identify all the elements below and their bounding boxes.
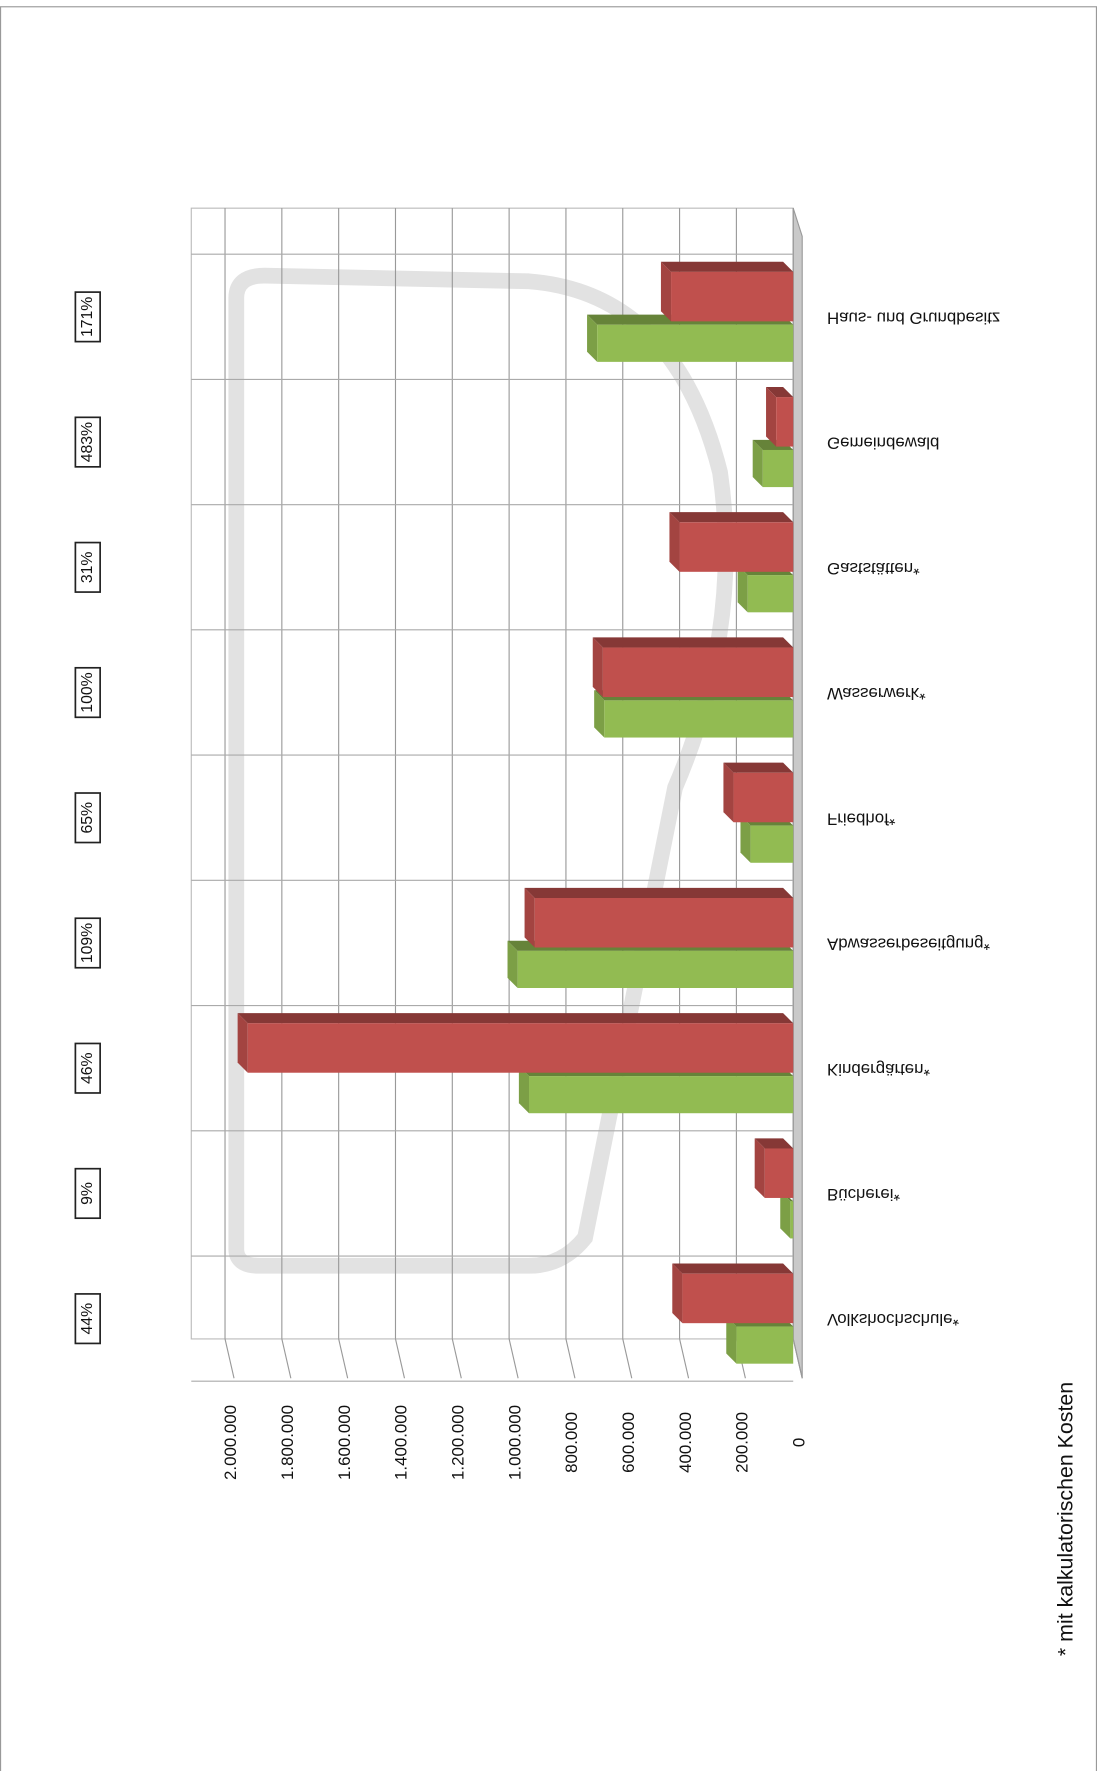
- grid-line: [508, 1338, 519, 1379]
- footnote: * mit kalkulatorischen Kosten: [1053, 1382, 1077, 1656]
- bar: [517, 950, 794, 988]
- y-tick-label: 800.000: [562, 1412, 581, 1473]
- bar-top: [723, 762, 794, 773]
- coverage-box: [74, 1167, 101, 1220]
- bar-top: [237, 1013, 794, 1024]
- coverage-label: 109%: [79, 923, 96, 963]
- x-tick-label: Bücherei*: [827, 1185, 901, 1204]
- x-tick-label: Gemeindewald: [827, 434, 939, 453]
- grid-line: [679, 1338, 690, 1379]
- y-tick-label: 2.000.000: [221, 1405, 240, 1480]
- bar: [733, 772, 794, 823]
- coverage-label: 44%: [79, 1303, 96, 1335]
- bar-top: [592, 637, 794, 648]
- bar-end: [660, 261, 672, 322]
- bar-top: [754, 1138, 794, 1149]
- bar-end: [594, 690, 605, 738]
- y-tick-label: 600.000: [619, 1412, 638, 1473]
- x-tick-label: Friedhof*: [827, 809, 896, 828]
- y-tick-label: 1.200.000: [449, 1405, 468, 1480]
- bar-end: [237, 1013, 248, 1073]
- coverage-label: 9%: [79, 1182, 96, 1205]
- x-tick-label: Gaststätten*: [827, 559, 920, 578]
- bar-end: [726, 1316, 737, 1364]
- bar-end: [780, 1191, 791, 1239]
- coverage-label: 31%: [79, 552, 96, 584]
- coverage-box: [74, 792, 101, 844]
- grid-line: [792, 1338, 803, 1379]
- grid-line: [451, 1338, 462, 1379]
- bar-end: [740, 815, 751, 863]
- bar-end: [524, 887, 535, 948]
- bar-top: [766, 386, 794, 398]
- bar: [764, 1148, 794, 1198]
- floor: [792, 208, 803, 1379]
- x-tick-label: Abwasserbeseitgung*: [827, 935, 991, 954]
- bar-end: [672, 1263, 683, 1324]
- bar-top: [524, 887, 794, 898]
- bar: [790, 1201, 794, 1239]
- grid-line: [224, 1338, 235, 1379]
- bar: [682, 1273, 794, 1324]
- bar: [736, 1326, 794, 1364]
- coverage-box: [74, 1042, 101, 1094]
- bar: [602, 647, 794, 698]
- bar-end: [766, 386, 777, 447]
- bar: [776, 397, 794, 447]
- coverage-box: [74, 541, 101, 593]
- grid-line: [622, 1338, 633, 1379]
- bar-end: [737, 565, 748, 613]
- bar-end: [507, 940, 518, 988]
- bar-top: [669, 512, 794, 523]
- y-tick-label: 0: [789, 1438, 808, 1447]
- bar: [597, 324, 794, 362]
- grid-line: [338, 1338, 349, 1379]
- x-tick-label: Kindergärten*: [827, 1060, 931, 1079]
- coverage-label: 483%: [79, 422, 96, 462]
- bar-end: [587, 314, 598, 362]
- y-tick-label: 400.000: [676, 1412, 695, 1473]
- plot: 0 200.000 400.000 600.000 800.000 1.000.000 1.…: [74, 207, 1000, 1480]
- grid-line: [565, 1338, 576, 1379]
- bar-top: [660, 261, 794, 272]
- bar: [747, 575, 794, 613]
- bar: [762, 449, 794, 488]
- bar-top: [672, 1263, 794, 1274]
- coverage-label: 46%: [79, 1052, 96, 1084]
- coverage-label: 65%: [79, 802, 96, 834]
- bar-end: [669, 512, 680, 572]
- bar: [247, 1023, 794, 1073]
- grid-line: [281, 1338, 292, 1379]
- coverage-label: 100%: [79, 672, 96, 712]
- bar: [529, 1076, 794, 1114]
- bar-end: [723, 762, 734, 823]
- bar: [604, 700, 794, 738]
- bar: [750, 825, 794, 863]
- bar: [534, 897, 794, 948]
- y-tick-label: 1.800.000: [278, 1405, 297, 1480]
- x-tick-label: Haus- und Grundbesitz: [827, 308, 1000, 327]
- coverage-label: 171%: [79, 297, 96, 337]
- bar-end: [592, 637, 603, 698]
- y-tick-label: 200.000: [733, 1412, 752, 1473]
- grid-line: [394, 1338, 406, 1379]
- bar: [679, 522, 794, 572]
- bar-end: [754, 1138, 765, 1198]
- bar: [671, 271, 794, 322]
- x-tick-label: Volkshochschule*: [827, 1310, 960, 1329]
- coverage-box: [74, 1293, 101, 1345]
- y-tick-label: 1.400.000: [392, 1405, 411, 1480]
- coverage-box: [74, 291, 101, 343]
- y-tick-label: 1.000.000: [505, 1405, 524, 1480]
- x-tick-label: Wasserwerk*: [827, 684, 926, 703]
- bar-end: [752, 439, 763, 488]
- bar-end: [518, 1065, 530, 1114]
- coverage-box: [74, 917, 101, 969]
- y-tick-label: 1.600.000: [335, 1405, 354, 1480]
- coverage-box: [74, 666, 101, 719]
- coverage-box: [74, 416, 101, 468]
